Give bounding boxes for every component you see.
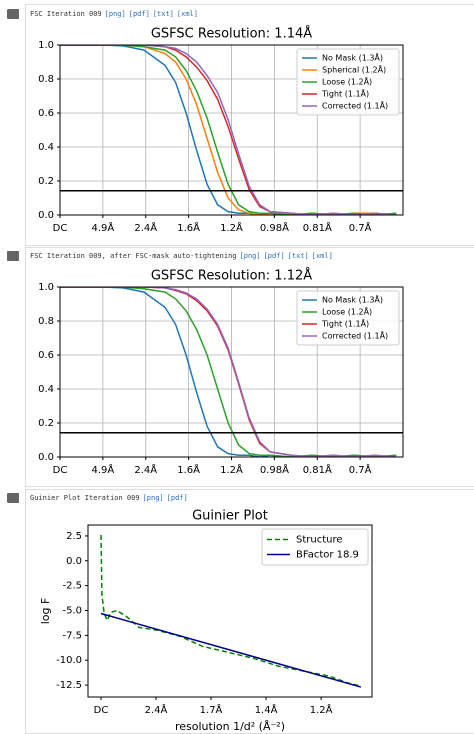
x-tick-label: 1.7Å	[200, 703, 223, 716]
series-line	[100, 612, 362, 688]
y-tick-label: 0.6	[38, 350, 54, 361]
x-tick-label: 1.6Å	[177, 221, 200, 234]
legend-label: Tight (1.1Å)	[321, 88, 369, 99]
download-link[interactable]: [txt]	[152, 10, 174, 18]
x-axis-label: resolution 1/d² (Å⁻²)	[175, 720, 285, 732]
y-tick-label: 0.4	[38, 142, 54, 153]
y-tick-label: 0.0	[38, 210, 54, 221]
download-link[interactable]: [png]	[239, 252, 261, 260]
y-tick-label: -2.5	[62, 581, 82, 592]
legend-label: No Mask (1.3Å)	[322, 52, 383, 63]
y-tick-label: 1.0	[38, 40, 54, 51]
panel	[25, 247, 474, 487]
legend-label: Corrected (1.1Å)	[322, 100, 388, 111]
legend-label: BFactor 18.9	[296, 550, 359, 561]
y-tick-label: 0.6	[38, 108, 54, 119]
legend-box	[296, 290, 400, 346]
header-text: FSC Iteration 009, after FSC-mask auto-t…	[30, 252, 237, 260]
y-tick-label: 0.2	[38, 176, 54, 187]
legend-label: Corrected (1.1Å)	[322, 330, 388, 341]
download-link[interactable]: [pdf]	[128, 10, 150, 18]
x-tick-label: 2.4Å	[134, 221, 157, 234]
panel-header: Guinier Plot Iteration 009 [png] [pdf]	[30, 494, 188, 502]
x-tick-label: 1.2Å	[310, 703, 333, 716]
image-icon	[7, 251, 19, 261]
legend-box	[296, 48, 400, 116]
legend-label: Loose (1.2Å)	[322, 306, 372, 317]
y-tick-label: 2.5	[66, 531, 82, 542]
y-tick-label: -12.5	[56, 680, 82, 691]
chart-title: Guinier Plot	[192, 509, 268, 524]
download-link[interactable]: [xml]	[176, 10, 198, 18]
x-tick-label: 4.9Å	[92, 221, 115, 234]
y-tick-label: 0.2	[38, 418, 54, 429]
legend-label: No Mask (1.3Å)	[322, 294, 383, 305]
x-tick-label: 1.4Å	[255, 703, 278, 716]
download-link[interactable]: [pdf]	[263, 252, 285, 260]
y-axis-label: log F	[39, 598, 52, 625]
chart-title: GSFSC Resolution: 1.14Å	[151, 26, 312, 42]
x-tick-label: 0.98Å	[260, 221, 289, 234]
legend-label: Loose (1.2Å)	[322, 76, 372, 87]
x-tick-label: 1.2Å	[220, 221, 243, 234]
x-tick-label: DC	[94, 705, 109, 716]
image-icon	[7, 9, 19, 19]
chart-title: GSFSC Resolution: 1.12Å	[151, 268, 312, 284]
download-link[interactable]: [pdf]	[166, 494, 188, 502]
plot-frame	[87, 524, 373, 698]
y-tick-label: 0.8	[38, 74, 54, 85]
x-tick-label: 0.98Å	[260, 463, 289, 476]
y-tick-label: 0.8	[38, 316, 54, 327]
panel-header: FSC Iteration 009 [png] [pdf] [txt] [xml]	[30, 10, 198, 18]
legend-label: Tight (1.1Å)	[321, 318, 369, 329]
download-link[interactable]: [txt]	[287, 252, 309, 260]
x-tick-label: 0.81Å	[303, 221, 332, 234]
header-text: FSC Iteration 009	[30, 10, 102, 18]
x-tick-label: 1.6Å	[177, 463, 200, 476]
legend-label: Structure	[296, 535, 343, 546]
x-tick-label: DC	[53, 223, 68, 234]
x-tick-label: 4.9Å	[92, 463, 115, 476]
plot-frame	[59, 44, 404, 216]
x-tick-label: DC	[53, 465, 68, 476]
legend-label: Spherical (1.2Å)	[322, 64, 386, 75]
series-line	[60, 45, 397, 215]
y-tick-label: -5.0	[62, 606, 82, 617]
x-tick-label: 1.2Å	[220, 463, 243, 476]
y-tick-label: 0.0	[38, 452, 54, 463]
x-tick-label: 0.7Å	[349, 221, 372, 234]
y-tick-label: 1.0	[38, 282, 54, 293]
image-icon	[7, 493, 19, 503]
x-tick-label: 2.4Å	[134, 463, 157, 476]
y-tick-label: -7.5	[62, 630, 82, 641]
panel-header: FSC Iteration 009, after FSC-mask auto-t…	[30, 252, 333, 260]
download-link[interactable]: [png]	[142, 494, 164, 502]
y-tick-label: -10.0	[56, 655, 82, 666]
panel	[25, 4, 474, 246]
header-text: Guinier Plot Iteration 009	[30, 494, 140, 502]
download-link[interactable]: [png]	[104, 10, 126, 18]
x-tick-label: 2.4Å	[145, 703, 168, 716]
plot-frame	[59, 286, 404, 458]
legend-box	[261, 528, 369, 566]
series-line	[60, 287, 397, 457]
y-tick-label: 0.0	[66, 556, 82, 567]
download-link[interactable]: [xml]	[311, 252, 333, 260]
x-tick-label: 0.7Å	[349, 463, 372, 476]
x-tick-label: 0.81Å	[303, 463, 332, 476]
y-tick-label: 0.4	[38, 384, 54, 395]
